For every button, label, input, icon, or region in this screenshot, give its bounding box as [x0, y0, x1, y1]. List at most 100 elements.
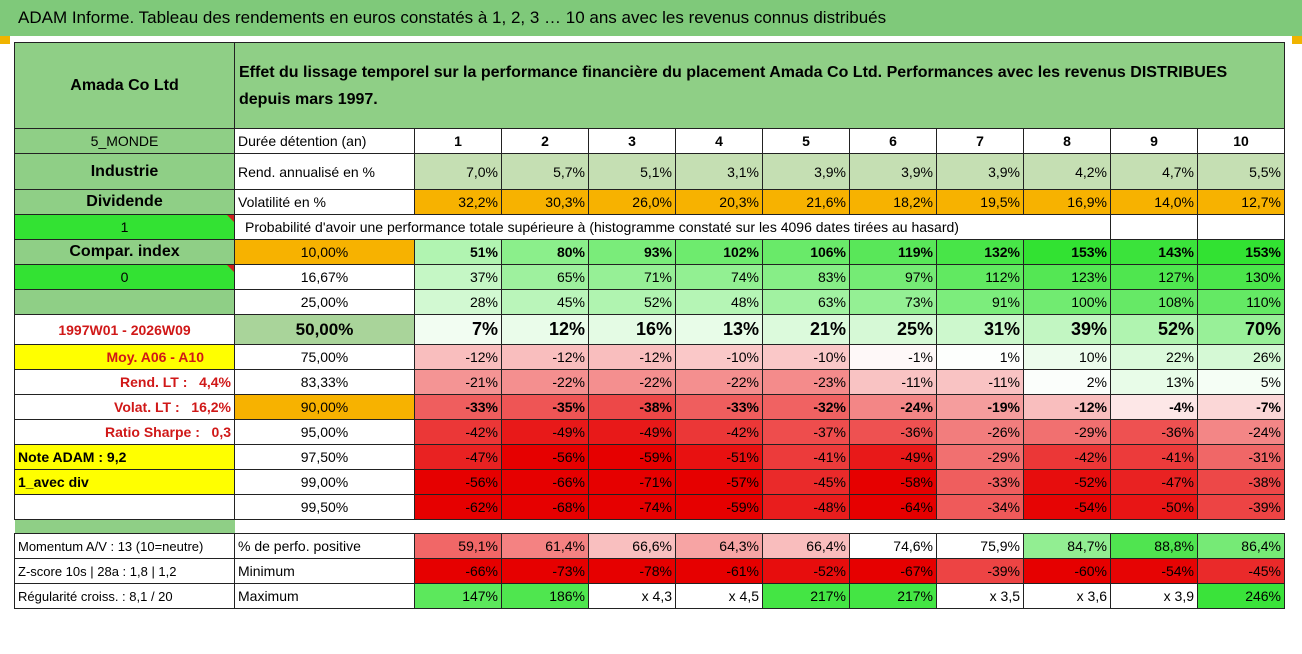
max-label: Maximum — [234, 583, 415, 609]
max-cell: x 3,5 — [936, 583, 1024, 609]
percentile-cell: -42% — [414, 419, 502, 445]
percentile-cell: -59% — [675, 494, 763, 520]
percentile-cell: -71% — [588, 469, 676, 495]
vol-cell: 26,0% — [588, 189, 676, 215]
rend-label: Rend. annualisé en % — [234, 153, 415, 190]
percentile-cell: -62% — [414, 494, 502, 520]
percentile-cell: 80% — [501, 239, 589, 265]
percentile-cell: 106% — [762, 239, 850, 265]
year-header: 7 — [936, 128, 1024, 154]
percentile-cell: 143% — [1110, 239, 1198, 265]
percentile-cell: -38% — [588, 394, 676, 420]
percentile-cell: 108% — [1110, 289, 1198, 315]
max-cell: 246% — [1197, 583, 1285, 609]
flag-compar-index[interactable]: 0 — [14, 264, 235, 290]
sector-label: Industrie — [14, 153, 235, 190]
percentile-cell: 73% — [849, 289, 937, 315]
empty-cell — [1197, 214, 1285, 240]
returns-table: Amada Co Ltd Effet du lissage temporel s… — [14, 42, 1285, 609]
year-header: 3 — [588, 128, 676, 154]
percentile-cell: -57% — [675, 469, 763, 495]
percentile-row: Compar. index 10,00% 51% 80% 93% 102% 106% 119… — [14, 239, 1285, 265]
percentile-label: 16,67% — [234, 264, 415, 290]
percentile-cell: -49% — [501, 419, 589, 445]
regularite-label: Régularité croiss. : 8,1 / 20 — [14, 583, 235, 609]
percentile-row: 1_avec div 99,00% -56% -66% -71% -57% -45% -58… — [14, 469, 1285, 495]
table-description: Effet du lissage temporel sur la perform… — [234, 42, 1285, 129]
vol-cell: 32,2% — [414, 189, 502, 215]
percentile-cell: -34% — [936, 494, 1024, 520]
percentile-cell: -31% — [1197, 444, 1285, 470]
corner-marker-left — [0, 36, 10, 44]
minimum-row: Z-score 10s | 28a : 1,8 | 1,2 Minimum -6… — [14, 558, 1285, 584]
percentile-cell: 97% — [849, 264, 937, 290]
percentile-cell: 91% — [936, 289, 1024, 315]
max-cell: x 3,6 — [1023, 583, 1111, 609]
period-label: 1997W01 - 2026W09 — [14, 314, 235, 345]
percentile-row: 25,00% 28% 45% 52% 48% 63% 73% 91% 100% 108% 110% — [14, 289, 1285, 315]
percentile-cell: -47% — [414, 444, 502, 470]
momentum-label: Momentum A/V : 13 (10=neutre) — [14, 533, 235, 559]
percentile-cell: -24% — [849, 394, 937, 420]
maximum-row: Régularité croiss. : 8,1 / 20 Maximum 14… — [14, 583, 1285, 609]
percentile-cell: -19% — [936, 394, 1024, 420]
percentile-cell: -12% — [414, 344, 502, 370]
rend-lt-label: Rend. LT : — [120, 374, 188, 390]
empty-cell — [14, 494, 235, 520]
year-header: 4 — [675, 128, 763, 154]
moy-label: Moy. A06 - A10 — [14, 344, 235, 370]
percentile-label: 10,00% — [234, 239, 415, 265]
min-cell: -60% — [1023, 558, 1111, 584]
flag-dividend[interactable]: 1 — [14, 214, 235, 240]
percentile-label: 50,00% — [234, 314, 415, 345]
min-cell: -66% — [414, 558, 502, 584]
percentile-cell: -52% — [1023, 469, 1111, 495]
spacer-green-cell — [14, 519, 235, 534]
percentile-cell: 83% — [762, 264, 850, 290]
percentile-cell: -49% — [849, 444, 937, 470]
pos-cell: 74,6% — [849, 533, 937, 559]
percentile-cell: 12% — [501, 314, 589, 345]
percentile-row: Moy. A06 - A10 75,00% -12% -12% -12% -10% -10… — [14, 344, 1285, 370]
percentile-cell: 132% — [936, 239, 1024, 265]
percentile-label: 25,00% — [234, 289, 415, 315]
pos-cell: 88,8% — [1110, 533, 1198, 559]
max-cell: 147% — [414, 583, 502, 609]
pos-cell: 84,7% — [1023, 533, 1111, 559]
percentile-cell: -74% — [588, 494, 676, 520]
rend-cell: 5,1% — [588, 153, 676, 190]
percentile-cell: -33% — [675, 394, 763, 420]
year-header: 1 — [414, 128, 502, 154]
max-cell: 217% — [762, 583, 850, 609]
sharpe-cell: Ratio Sharpe : 0,3 — [14, 419, 235, 445]
percentile-cell: -66% — [501, 469, 589, 495]
percentile-cell: -35% — [501, 394, 589, 420]
min-cell: -61% — [675, 558, 763, 584]
percentile-cell: 7% — [414, 314, 502, 345]
percentile-cell: 52% — [588, 289, 676, 315]
vol-cell: 18,2% — [849, 189, 937, 215]
percentile-label: 99,00% — [234, 469, 415, 495]
percentile-cell: -33% — [414, 394, 502, 420]
percentile-cell: 21% — [762, 314, 850, 345]
percentile-cell: -23% — [762, 369, 850, 395]
volat-lt-cell: Volat. LT : 16,2% — [14, 394, 235, 420]
sharpe-value: 0,3 — [211, 424, 231, 440]
pos-cell: 64,3% — [675, 533, 763, 559]
report-title: ADAM Informe. Tableau des rendements en … — [0, 0, 1302, 36]
percentile-cell: 28% — [414, 289, 502, 315]
div-mode-label: 1_avec div — [14, 469, 235, 495]
vol-label: Volatilité en % — [234, 189, 415, 215]
percentile-cell: -33% — [936, 469, 1024, 495]
positive-row: Momentum A/V : 13 (10=neutre) % de perfo… — [14, 533, 1285, 559]
min-cell: -67% — [849, 558, 937, 584]
pos-cell: 59,1% — [414, 533, 502, 559]
percentile-cell: -10% — [762, 344, 850, 370]
percentile-row: 1997W01 - 2026W09 50,00% 7% 12% 16% 13% 21% 25… — [14, 314, 1285, 345]
year-header: 8 — [1023, 128, 1111, 154]
percentile-label: 83,33% — [234, 369, 415, 395]
vol-cell: 14,0% — [1110, 189, 1198, 215]
percentile-row: Volat. LT : 16,2% 90,00% -33% -35% -38% -33%… — [14, 394, 1285, 420]
percentile-cell: -22% — [501, 369, 589, 395]
percentile-cell: 39% — [1023, 314, 1111, 345]
